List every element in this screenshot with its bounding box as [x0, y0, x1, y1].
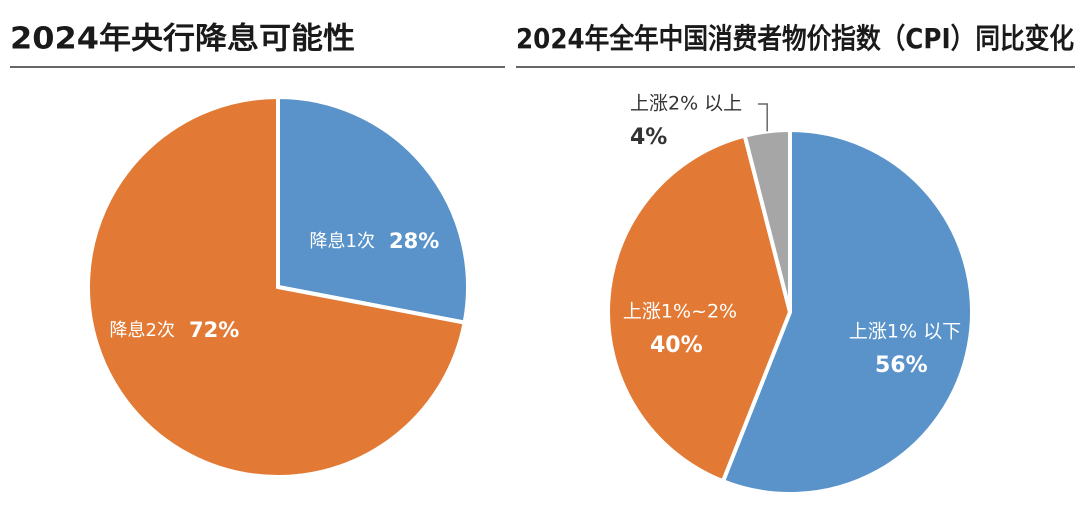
value-label: 40% [650, 333, 703, 358]
pie-slice [86, 94, 467, 479]
value-label: 28% [389, 229, 439, 253]
slice-label: 上涨2% 以上 [630, 93, 742, 115]
leader-line [758, 103, 768, 132]
pie-slice [276, 94, 470, 325]
slice-label: 上涨1%~2% [623, 301, 737, 323]
value-label: 4% [630, 125, 667, 150]
value-label: 72% [189, 318, 239, 342]
pie-slice [742, 127, 792, 313]
pie-slice [720, 127, 974, 496]
slice-label: 上涨1% 以下 [849, 321, 961, 343]
slice-label: 降息1次 [310, 231, 375, 252]
chart-title: 2024年全年中国消费者物价指数（CPI）同比变化 [516, 22, 1074, 55]
chart-title: 2024年央行降息可能性 [10, 22, 355, 57]
pie-slice [606, 133, 793, 484]
slice-label: 降息2次 [110, 320, 175, 341]
value-label: 56% [875, 353, 928, 378]
